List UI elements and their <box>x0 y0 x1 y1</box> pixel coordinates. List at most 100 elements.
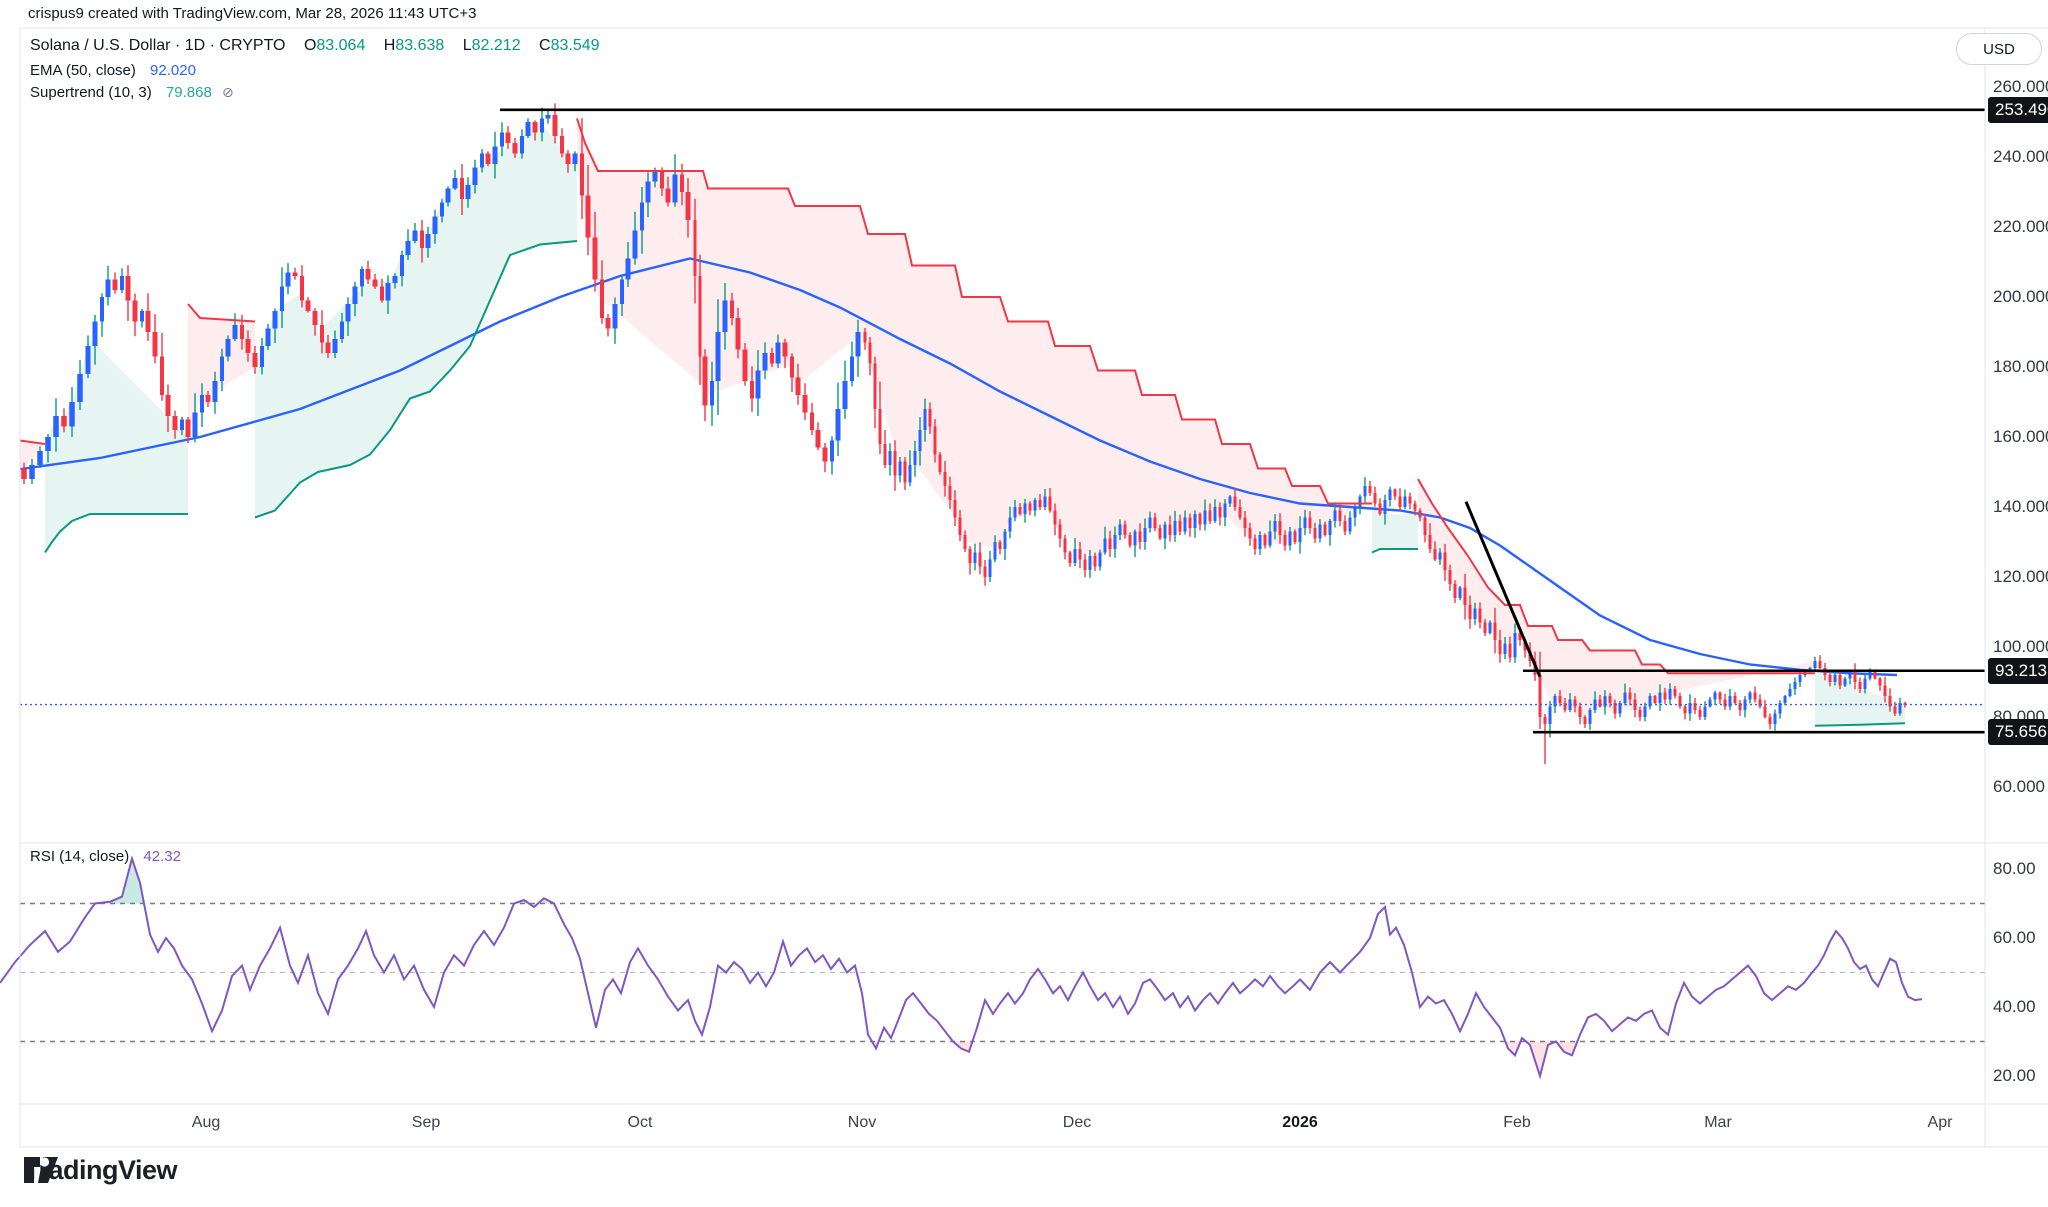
candle-body <box>100 297 104 322</box>
candle-body <box>943 472 947 486</box>
candle-body <box>1403 496 1407 507</box>
trendline[interactable] <box>1464 501 1542 678</box>
legend-rsi-row[interactable]: RSI (14, close) 42.32 <box>30 848 181 865</box>
candle-body <box>1748 692 1752 700</box>
supertrend-value: 79.868 <box>165 84 212 101</box>
currency-button[interactable]: USD <box>1956 33 2042 65</box>
candle-body <box>1098 552 1102 567</box>
candle-body <box>272 311 278 329</box>
candle-body <box>252 353 258 367</box>
candle-body <box>1698 710 1702 717</box>
candle-body <box>1668 689 1672 700</box>
candle-body <box>722 300 728 332</box>
candle-body <box>340 321 344 339</box>
candle-body <box>1128 535 1132 546</box>
candle-body <box>1838 675 1842 686</box>
supertrend-line <box>1371 548 1418 554</box>
candle-body <box>1423 517 1427 535</box>
candle-body <box>1843 678 1847 686</box>
candle-body <box>365 269 371 280</box>
tradingview-logo[interactable]: TradingView <box>24 1155 178 1186</box>
candle-body <box>152 332 158 357</box>
candle-body <box>540 118 544 133</box>
candle-body <box>830 440 834 462</box>
supertrend-label: Supertrend (10, 3) <box>30 84 152 101</box>
candle-body <box>988 559 992 577</box>
ema-line <box>20 257 1898 677</box>
candle-body <box>1118 524 1122 535</box>
candle-body <box>1278 521 1282 535</box>
candle-body <box>1103 538 1107 553</box>
candle-body <box>1173 521 1177 535</box>
legend-supertrend-row[interactable]: Supertrend (10, 3) 79.868 ⊘ <box>30 84 234 101</box>
candle-body <box>1208 510 1212 521</box>
candle-body <box>693 220 697 276</box>
candle-body <box>1793 682 1797 689</box>
price-tick-label: 120.000 <box>1993 567 2048 586</box>
candle-body <box>1523 640 1527 651</box>
candle-body <box>1703 706 1707 717</box>
supertrend-line <box>20 439 46 445</box>
candle-body <box>1638 710 1642 717</box>
supertrend-fill <box>255 122 577 518</box>
candle-body <box>1778 703 1782 714</box>
candle-body <box>1058 524 1062 539</box>
candle-body <box>1888 696 1892 707</box>
candle-body <box>1313 528 1317 539</box>
legend-symbol-row[interactable]: Solana / U.S. Dollar · 1D · CRYPTO O83.0… <box>30 37 600 55</box>
ohlc-close: C83.549 <box>539 37 600 54</box>
candle-body <box>440 202 444 217</box>
candle-body <box>500 132 504 147</box>
candle-body <box>1228 496 1232 504</box>
price-tick-label: 200.000 <box>1993 287 2048 306</box>
candle-body <box>420 230 424 248</box>
attribution-text: crispus9 created with TradingView.com, M… <box>28 5 477 22</box>
candle-body <box>1893 706 1897 714</box>
candle-body <box>652 171 658 182</box>
candle-body <box>125 276 131 301</box>
candle-body <box>1573 699 1577 707</box>
candle-body <box>873 363 877 409</box>
candle-body <box>938 454 942 472</box>
candle-body <box>552 115 558 136</box>
candle-body <box>1683 706 1687 714</box>
candle-body <box>1723 699 1727 707</box>
rsi-pane[interactable] <box>0 855 1985 1080</box>
candle-body <box>1093 556 1097 567</box>
candle-body <box>1258 535 1262 549</box>
candle-body <box>480 153 484 168</box>
candle-body <box>112 279 118 290</box>
price-tick-label: 100.000 <box>1993 637 2048 656</box>
candle-body <box>1318 524 1322 539</box>
candle-body <box>532 122 538 133</box>
candle-body <box>1108 538 1112 549</box>
plot-area[interactable] <box>0 103 1985 765</box>
candle-body <box>672 174 678 203</box>
candle-body <box>782 342 788 357</box>
candle-body <box>928 409 932 427</box>
candle-body <box>325 342 331 353</box>
candle-body <box>620 279 624 304</box>
candle-body <box>850 356 854 381</box>
candle-body <box>53 416 59 437</box>
candle-body <box>948 486 952 500</box>
rsi-label: RSI (14, close) <box>30 848 130 865</box>
candle-body <box>1753 692 1757 700</box>
candle-body <box>1468 605 1472 619</box>
price-level-badge: 253.490 <box>1988 96 2048 123</box>
candle-body <box>702 356 708 406</box>
candle-body <box>1078 549 1082 560</box>
candle-body <box>605 318 611 329</box>
candle-body <box>1113 535 1117 549</box>
candle-body <box>585 195 591 238</box>
legend-ema-row[interactable]: EMA (50, close) 92.020 <box>30 62 196 79</box>
candle-body <box>1343 521 1347 532</box>
candle-body <box>1003 531 1007 549</box>
candle-body <box>1503 643 1507 654</box>
candle-body <box>425 234 431 248</box>
candle-body <box>883 444 887 465</box>
candle-body <box>1653 696 1657 703</box>
candle-body <box>312 311 318 325</box>
candle-body <box>893 451 897 476</box>
